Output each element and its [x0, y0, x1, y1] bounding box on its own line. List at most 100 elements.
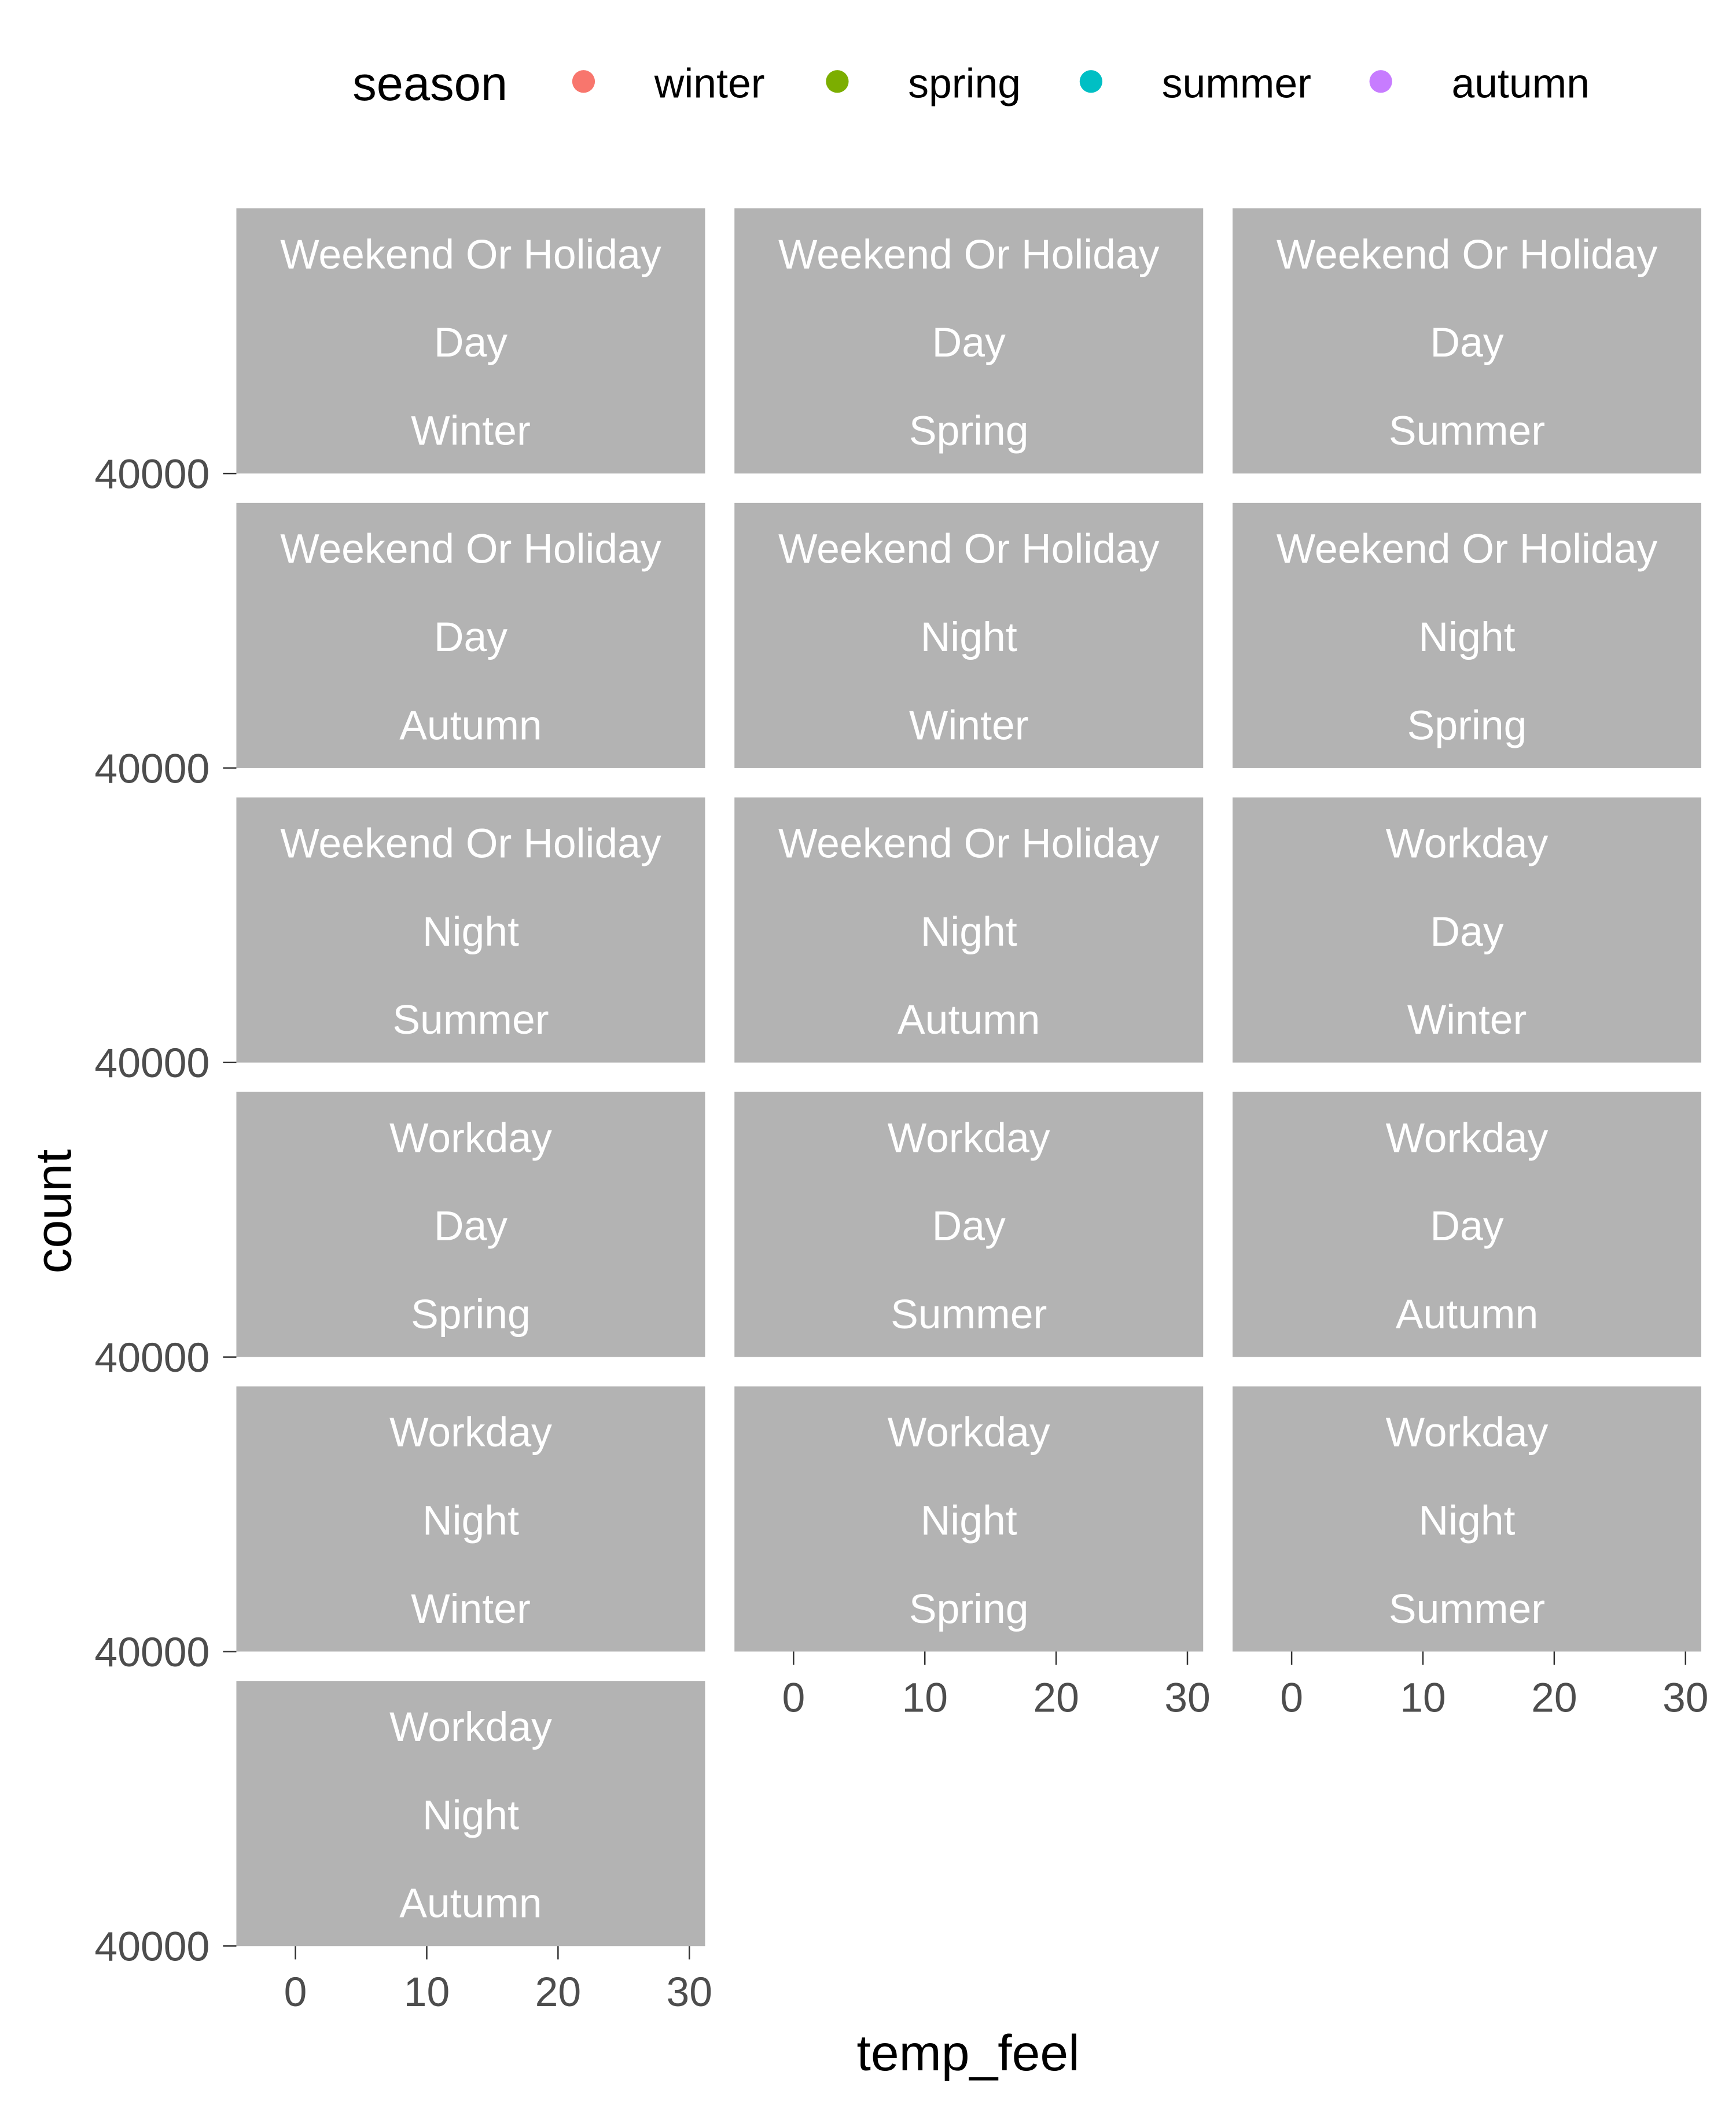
- facet-strip-label: Winter: [909, 702, 1029, 748]
- x-tick-label: 0: [1280, 1674, 1303, 1721]
- legend-key-winter: [572, 70, 595, 93]
- facet-strip-label: Summer: [392, 997, 549, 1043]
- facet-strip-label: Weekend Or Holiday: [280, 232, 661, 278]
- facet-strip-label: Night: [921, 1498, 1017, 1544]
- facet-strip-label: Spring: [1407, 702, 1527, 748]
- facet-strip: [236, 208, 705, 474]
- x-tick-label: 20: [1531, 1674, 1577, 1721]
- facet-strip-label: Workday: [1386, 1409, 1549, 1456]
- facet-strip-label: Night: [1419, 1498, 1516, 1544]
- facet-strip: [236, 1386, 705, 1652]
- facet-strip-label: Night: [422, 909, 519, 955]
- x-tick-label: 10: [404, 1969, 450, 2015]
- y-tick-label: 40000: [94, 1335, 209, 1381]
- y-tick-label: 40000: [94, 451, 209, 497]
- facet-strip-label: Night: [422, 1792, 519, 1838]
- facet-strip-label: Workday: [389, 1704, 552, 1750]
- y-tick-label: 0: [187, 1040, 210, 1086]
- facet-strip-label: Winter: [411, 407, 531, 454]
- facet-strip-label: Spring: [909, 1586, 1029, 1632]
- facet-strip-label: Day: [434, 319, 507, 366]
- x-tick-label: 0: [284, 1969, 307, 2015]
- x-axis-title: temp_feel: [857, 2025, 1080, 2081]
- legend-label-spring: spring: [908, 60, 1021, 106]
- facet-strip-label: Day: [434, 1203, 507, 1250]
- facet-strip-label: Weekend Or Holiday: [280, 821, 661, 867]
- facet-strip: [1233, 208, 1701, 474]
- x-tick-label: 30: [1164, 1674, 1211, 1721]
- facet-strip: [236, 1092, 705, 1357]
- facet-strip-label: Day: [1430, 909, 1503, 955]
- facet-strip: [1233, 1092, 1701, 1357]
- facet-strip: [734, 502, 1204, 768]
- y-tick-label: 0: [187, 745, 210, 792]
- facet-strip-label: Day: [1430, 1203, 1503, 1250]
- facet-strip: [236, 1681, 705, 1946]
- x-tick-label: 0: [782, 1674, 805, 1721]
- facet-strip-label: Autumn: [1396, 1291, 1538, 1338]
- facet-strip-label: Night: [1419, 614, 1516, 660]
- facet-strip-label: Day: [1430, 319, 1503, 366]
- facet-strip: [734, 797, 1204, 1063]
- x-tick-label: 30: [666, 1969, 712, 2015]
- facet-strip-label: Summer: [1389, 1586, 1545, 1632]
- y-axis-title: count: [25, 1149, 82, 1274]
- facet-strip-label: Spring: [411, 1291, 531, 1338]
- facet-strip: [1233, 1386, 1701, 1652]
- legend-key-autumn: [1369, 70, 1392, 93]
- facet-strip: [236, 502, 705, 768]
- facet-strip-label: Summer: [1389, 407, 1545, 454]
- facet-strip: [734, 1092, 1204, 1357]
- legend-title: season: [352, 57, 507, 111]
- facet-strip-label: Night: [422, 1498, 519, 1544]
- x-tick-label: 30: [1663, 1674, 1709, 1721]
- x-tick-label: 10: [1400, 1674, 1446, 1721]
- y-tick-label: 0: [187, 451, 210, 497]
- facet-strip-label: Autumn: [399, 1880, 542, 1927]
- facet-strip-label: Winter: [1407, 997, 1527, 1043]
- y-tick-label: 40000: [94, 1629, 209, 1676]
- facet-strip-label: Night: [921, 614, 1017, 660]
- y-tick-label: 40000: [94, 1924, 209, 1970]
- facet-strip: [734, 1386, 1204, 1652]
- facet-strip-label: Autumn: [399, 702, 542, 748]
- facet-strip: [236, 797, 705, 1063]
- y-tick-label: 0: [187, 1924, 210, 1970]
- facet-strip-label: Workday: [1386, 821, 1549, 867]
- facet-strip-label: Winter: [411, 1586, 531, 1632]
- facet-strip-label: Workday: [1386, 1115, 1549, 1161]
- facet-strip: [1233, 502, 1701, 768]
- x-tick-label: 20: [535, 1969, 582, 2015]
- facet-strip-label: Workday: [888, 1409, 1050, 1456]
- y-tick-label: 0: [187, 1335, 210, 1381]
- facet-strip-label: Workday: [389, 1409, 552, 1456]
- legend-label-summer: summer: [1162, 60, 1311, 106]
- y-tick-label: 0: [187, 1629, 210, 1676]
- legend-label-autumn: autumn: [1451, 60, 1590, 106]
- facet-strip-label: Night: [921, 909, 1017, 955]
- facet-strip-label: Weekend Or Holiday: [778, 821, 1160, 867]
- facet-strip-label: Day: [434, 614, 507, 660]
- x-tick-label: 10: [902, 1674, 948, 1721]
- legend-label-winter: winter: [654, 60, 765, 106]
- facet-strip-label: Workday: [389, 1115, 552, 1161]
- x-tick-label: 20: [1033, 1674, 1079, 1721]
- facet-strip-label: Weekend Or Holiday: [778, 526, 1160, 572]
- facet-strip-label: Weekend Or Holiday: [280, 526, 661, 572]
- facet-strip-label: Spring: [909, 407, 1029, 454]
- facet-strip-label: Summer: [891, 1291, 1047, 1338]
- facet-strip-label: Weekend Or Holiday: [778, 232, 1160, 278]
- legend-key-spring: [826, 70, 849, 93]
- facet-strip-label: Day: [932, 319, 1006, 366]
- y-tick-label: 40000: [94, 745, 209, 792]
- legend-key-summer: [1079, 70, 1102, 93]
- facet-strip-label: Weekend Or Holiday: [1277, 526, 1658, 572]
- facet-strip: [1233, 797, 1701, 1063]
- facet-strip-label: Workday: [888, 1115, 1050, 1161]
- facet-strip: [734, 208, 1204, 474]
- facet-strip-label: Weekend Or Holiday: [1277, 232, 1658, 278]
- facet-strip-label: Autumn: [898, 997, 1040, 1043]
- y-tick-label: 40000: [94, 1040, 209, 1086]
